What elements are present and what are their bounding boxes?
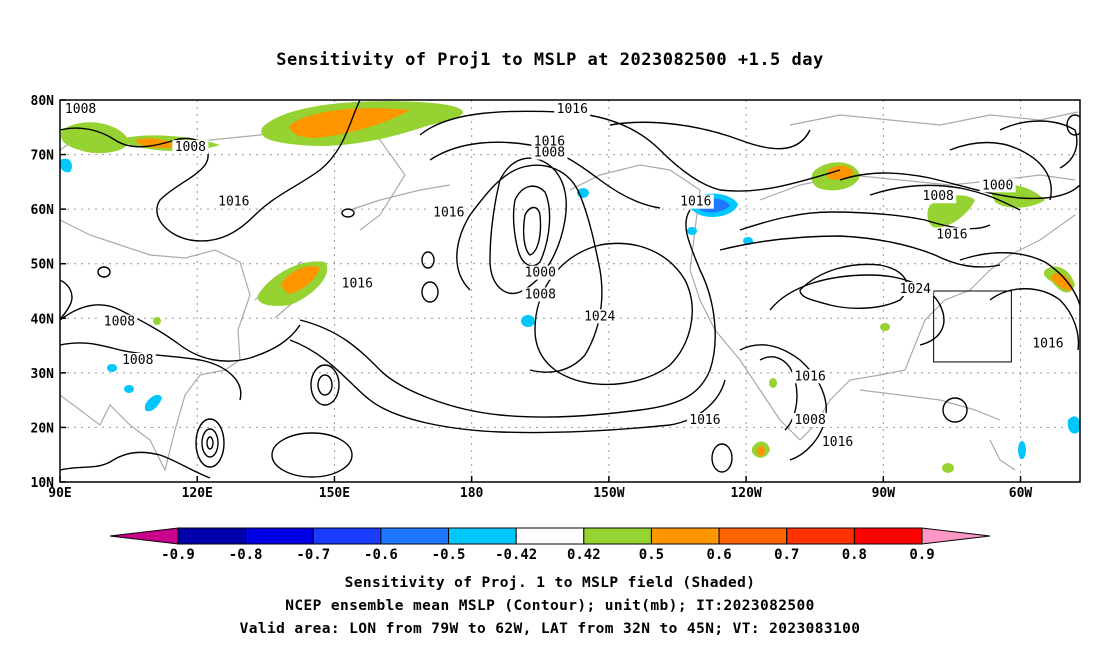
colorbar-label: -0.5	[432, 547, 466, 563]
contour-label: 1016	[936, 227, 967, 242]
contour-label: 1008	[525, 287, 556, 302]
contour-label-bg	[215, 194, 252, 209]
contour-label-bg	[119, 352, 156, 367]
contour-label-bg	[101, 314, 138, 329]
colorbar-swatch	[177, 527, 247, 545]
contour-label-bg	[920, 189, 957, 204]
contour-label: 1024	[584, 309, 615, 324]
y-tick-label: 40N	[31, 312, 55, 327]
contour-label: 1008	[794, 413, 825, 428]
contour-label: 1016	[689, 413, 720, 428]
colorbar-high-end	[921, 527, 991, 545]
colorbar-swatch	[718, 527, 788, 545]
contour-label-bg	[62, 101, 99, 116]
y-tick-label: 80N	[31, 94, 55, 109]
contour-label: 1016	[433, 206, 464, 221]
plot-frame	[59, 99, 1081, 483]
contour-label: 1016	[680, 195, 711, 210]
colorbar-label: -0.6	[364, 547, 398, 563]
colorbar-swatch	[515, 527, 585, 545]
contour-label: 1000	[525, 266, 556, 281]
x-tick-label: 150E	[319, 486, 350, 501]
colorbar-swatch	[786, 527, 855, 545]
contour-label: 1008	[923, 189, 954, 204]
contour-label-bg	[686, 412, 723, 427]
colorbar-label: 0.9	[909, 547, 934, 563]
colorbar-label: -0.7	[296, 547, 330, 563]
contour-label-bg	[792, 412, 829, 427]
y-tick-label: 50N	[31, 258, 55, 273]
y-tick-label: 20N	[31, 421, 55, 436]
contour-label-bg	[531, 145, 568, 160]
contour-label-bg	[522, 265, 559, 280]
y-tick-label: 60N	[31, 203, 55, 218]
colorbar-swatch	[245, 527, 314, 545]
map-axes: 90E 120E 150E 180 150W 120W 90W 60W 80N 70N 60N 50N…	[31, 94, 1033, 501]
contour-label-bg	[897, 282, 934, 296]
colorbar-swatch	[650, 527, 720, 545]
colorbar-label: 0.8	[842, 547, 867, 563]
contour-label-bg	[339, 276, 376, 291]
valid-area-box	[933, 290, 1012, 363]
contour-label: 1016	[342, 277, 373, 292]
y-tick-label: 10N	[31, 476, 55, 491]
x-tick-label: 120E	[182, 486, 213, 501]
contour-label: 1016	[1032, 337, 1063, 352]
y-tick-label: 30N	[31, 367, 55, 382]
contour-label-bg	[430, 205, 467, 220]
contour-labels: 1008 1008 1016 1016 1016 1008 1016 1016 1016 1000…	[62, 101, 1066, 450]
contour-label: 1016	[557, 102, 588, 117]
contour-label: 1016	[794, 369, 825, 384]
caption-line-3: Valid area: LON from 79W to 62W, LAT fro…	[239, 621, 861, 637]
contour-label-bg	[677, 194, 714, 209]
contour-label-bg	[792, 369, 829, 384]
x-tick-label: 120W	[730, 486, 761, 501]
contour-label: 1000	[982, 178, 1013, 193]
colorbar-swatch	[380, 527, 450, 545]
colorbar-label: 0.6	[706, 547, 731, 563]
contour-label: 1008	[104, 315, 135, 330]
colorbar-label: 0.42	[567, 547, 601, 563]
map-title: Sensitivity of Proj1 to MSLP at 20230825…	[276, 50, 824, 70]
contour-label-bg	[819, 434, 856, 449]
contour-label-bg	[1029, 336, 1066, 351]
colorbar-swatch	[448, 527, 517, 545]
x-tick-label: 60W	[1009, 486, 1033, 501]
colorbar-label: -0.8	[229, 547, 263, 563]
y-tick-label: 70N	[31, 149, 55, 164]
colorbar-label: -0.9	[161, 547, 195, 563]
colorbar-label: 0.7	[774, 547, 799, 563]
colorbar-swatch	[853, 527, 923, 545]
contour-label: 1008	[65, 102, 96, 117]
x-tick-label: 90E	[48, 486, 71, 501]
x-tick-label: 90W	[872, 486, 896, 501]
contour-label: 1016	[218, 195, 249, 210]
contour-label-bg	[172, 140, 209, 155]
contour-label-bg	[979, 178, 1016, 193]
x-tick-label: 150W	[593, 486, 624, 501]
contour-label-bg	[933, 227, 970, 242]
colorbar-label: -0.42	[495, 547, 537, 563]
colorbar-swatch	[312, 527, 382, 545]
colorbar-low-end	[109, 527, 179, 545]
contour-label: 1016	[822, 435, 853, 450]
caption-line-2: NCEP ensemble mean MSLP (Contour); unit(…	[285, 598, 815, 614]
colorbar: -0.9 -0.8 -0.7 -0.6 -0.5 -0.42 0.42 0.5 0.6 0.7 0.…	[109, 527, 991, 563]
x-tick-label: 180	[460, 486, 484, 501]
contour-label-bg	[581, 309, 618, 324]
contour-label-bg	[522, 287, 559, 302]
contour-label: 1008	[534, 146, 565, 161]
colorbar-swatch	[583, 527, 652, 545]
caption-line-1: Sensitivity of Proj. 1 to MSLP field (Sh…	[344, 575, 756, 591]
contour-label-bg	[531, 134, 568, 149]
contour-label: 1008	[122, 353, 153, 368]
colorbar-label: 0.5	[639, 547, 664, 563]
contour-label: 1024	[900, 282, 931, 297]
contour-label-bg	[554, 101, 591, 116]
contour-label: 1008	[175, 140, 206, 155]
